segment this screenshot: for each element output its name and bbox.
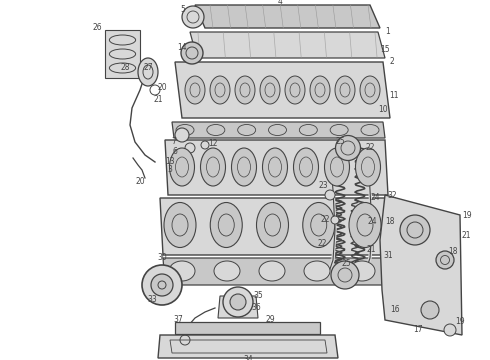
Text: 28: 28 — [120, 63, 130, 72]
Polygon shape — [190, 32, 385, 58]
Ellipse shape — [360, 76, 380, 104]
Ellipse shape — [349, 261, 375, 281]
Text: 19: 19 — [462, 211, 472, 220]
Ellipse shape — [223, 287, 253, 317]
Ellipse shape — [336, 135, 361, 161]
Text: 24: 24 — [367, 217, 377, 226]
Polygon shape — [175, 62, 390, 118]
Text: 14: 14 — [177, 42, 187, 51]
Text: 3: 3 — [168, 166, 172, 175]
Ellipse shape — [331, 216, 339, 224]
Text: 1: 1 — [386, 27, 391, 36]
Text: 17: 17 — [413, 325, 423, 334]
Polygon shape — [163, 258, 385, 285]
Ellipse shape — [142, 265, 182, 305]
Ellipse shape — [325, 190, 335, 200]
Ellipse shape — [324, 148, 349, 186]
Text: 22: 22 — [365, 144, 375, 153]
Ellipse shape — [185, 76, 205, 104]
Ellipse shape — [230, 294, 246, 310]
Ellipse shape — [175, 128, 189, 142]
Text: 10: 10 — [378, 105, 388, 114]
Text: 24: 24 — [370, 194, 380, 202]
Ellipse shape — [235, 76, 255, 104]
Ellipse shape — [169, 261, 195, 281]
Text: 27: 27 — [143, 63, 153, 72]
Text: 13: 13 — [165, 158, 175, 166]
Ellipse shape — [256, 202, 289, 248]
Ellipse shape — [201, 141, 209, 149]
Ellipse shape — [335, 76, 355, 104]
Ellipse shape — [331, 261, 359, 289]
Ellipse shape — [170, 148, 195, 186]
Text: 20: 20 — [157, 84, 167, 93]
Ellipse shape — [349, 202, 381, 248]
Ellipse shape — [151, 274, 173, 296]
Ellipse shape — [138, 58, 158, 86]
Ellipse shape — [210, 76, 230, 104]
Ellipse shape — [436, 251, 454, 269]
Text: 35: 35 — [253, 292, 263, 301]
Text: 34: 34 — [243, 356, 253, 360]
Text: 31: 31 — [383, 251, 393, 260]
Text: 20: 20 — [135, 177, 145, 186]
Text: 32: 32 — [387, 190, 397, 199]
Text: 19: 19 — [455, 318, 465, 327]
Ellipse shape — [185, 143, 195, 153]
Text: 36: 36 — [251, 303, 261, 312]
Ellipse shape — [400, 215, 430, 245]
Text: 18: 18 — [448, 248, 458, 256]
Polygon shape — [160, 198, 388, 255]
Ellipse shape — [259, 261, 285, 281]
Ellipse shape — [263, 148, 288, 186]
Text: 30: 30 — [157, 253, 167, 262]
Polygon shape — [172, 122, 385, 138]
Polygon shape — [218, 296, 258, 318]
Ellipse shape — [356, 148, 381, 186]
Polygon shape — [380, 195, 462, 335]
Text: 21: 21 — [461, 230, 471, 239]
Text: 2: 2 — [390, 58, 394, 67]
Polygon shape — [195, 5, 380, 28]
Text: 16: 16 — [390, 306, 400, 315]
Text: 6: 6 — [172, 148, 177, 157]
Ellipse shape — [303, 202, 335, 248]
Text: 18: 18 — [385, 217, 395, 226]
Text: 4: 4 — [277, 0, 282, 6]
Ellipse shape — [294, 148, 318, 186]
Ellipse shape — [214, 261, 240, 281]
Text: 15: 15 — [380, 45, 390, 54]
Text: 12: 12 — [208, 139, 218, 148]
Text: 23: 23 — [318, 180, 328, 189]
Ellipse shape — [231, 148, 256, 186]
Text: 5: 5 — [180, 5, 185, 14]
Text: 7: 7 — [172, 138, 176, 147]
Ellipse shape — [210, 202, 242, 248]
Ellipse shape — [200, 148, 225, 186]
Ellipse shape — [260, 76, 280, 104]
Polygon shape — [175, 322, 320, 334]
Text: 25: 25 — [341, 258, 351, 267]
Text: 37: 37 — [173, 315, 183, 324]
Ellipse shape — [285, 76, 305, 104]
Ellipse shape — [182, 6, 204, 28]
Text: 33: 33 — [147, 296, 157, 305]
Polygon shape — [165, 140, 388, 195]
Ellipse shape — [164, 202, 196, 248]
Ellipse shape — [304, 261, 330, 281]
Text: 21: 21 — [366, 246, 376, 255]
Text: 11: 11 — [389, 90, 399, 99]
Ellipse shape — [181, 42, 203, 64]
Text: 22: 22 — [317, 238, 327, 248]
Polygon shape — [105, 30, 140, 78]
Ellipse shape — [310, 76, 330, 104]
Text: 29: 29 — [265, 315, 275, 324]
Ellipse shape — [444, 324, 456, 336]
Ellipse shape — [421, 301, 439, 319]
Text: 25: 25 — [335, 138, 345, 147]
Text: 21: 21 — [153, 95, 163, 104]
Text: 22: 22 — [320, 216, 330, 225]
Polygon shape — [158, 335, 338, 358]
Text: 26: 26 — [92, 22, 102, 31]
